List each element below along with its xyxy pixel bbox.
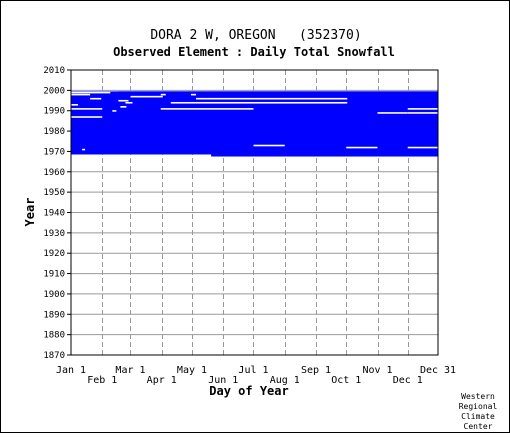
missing-data-segment (90, 97, 102, 100)
y-tick-label: 1890 (43, 310, 65, 320)
y-tick-label: 1930 (43, 229, 65, 239)
missing-data-segment (407, 108, 438, 110)
missing-data-segment (71, 91, 111, 94)
y-tick-label: 1970 (43, 147, 65, 157)
x-tick-label: Oct 1 (331, 375, 361, 386)
y-axis-label: Year (23, 198, 37, 227)
x-tick-label: Apr 1 (147, 375, 177, 386)
missing-data-segment (71, 116, 103, 118)
credit-line-1: Western (461, 392, 495, 401)
missing-data-segment (120, 106, 127, 108)
y-tick-label: 1980 (43, 127, 65, 137)
chart-subtitle: Observed Element : Daily Total Snowfall (113, 45, 395, 59)
missing-data-segment (160, 108, 254, 110)
missing-data-segment (346, 146, 378, 149)
y-tick-label: 2010 (43, 66, 65, 76)
x-tick-label: Jun 1 (208, 375, 238, 386)
credit-line-2: Regional (459, 402, 498, 411)
credit-line-4: Center (464, 422, 493, 431)
missing-data-segment (407, 112, 438, 114)
y-tick-label: 1950 (43, 188, 65, 198)
x-tick-label: May 1 (177, 365, 207, 376)
x-tick-label: Aug 1 (270, 375, 300, 386)
y-tick-label: 1910 (43, 270, 65, 280)
x-tick-label: Nov 1 (362, 365, 392, 376)
x-tick-label: Dec 31 (420, 365, 456, 376)
x-tick-label: Jul 1 (238, 365, 268, 376)
y-tick-label: 1920 (43, 249, 65, 259)
x-tick-label: Mar 1 (115, 365, 145, 376)
y-tick-label: 1870 (43, 351, 65, 361)
credit-line-3: Climate (461, 412, 495, 421)
data-coverage (71, 91, 438, 157)
missing-data-segment (112, 110, 117, 112)
missing-data-segment (253, 144, 285, 147)
missing-data-segment (130, 95, 163, 98)
missing-data-segment (196, 97, 348, 100)
y-tick-label: 1900 (43, 290, 65, 300)
y-tick-label: 1940 (43, 209, 65, 219)
y-tick-label: 1960 (43, 168, 65, 178)
missing-data-segment (125, 101, 133, 104)
missing-data-segment (71, 103, 79, 106)
missing-data-segment (71, 93, 91, 96)
missing-data-segment (377, 112, 408, 114)
y-tick-label: 1990 (43, 107, 65, 117)
missing-data-segment (160, 93, 166, 96)
missing-data-segment (170, 101, 348, 104)
y-tick-label: 1880 (43, 331, 65, 341)
data-block (71, 91, 438, 155)
data-partial-year (114, 93, 438, 96)
x-tick-label: Jan 1 (56, 365, 86, 376)
missing-data-segment (82, 148, 86, 151)
credit-block: Western Regional Climate Center (459, 392, 498, 431)
x-tick-label: Dec 1 (393, 375, 423, 386)
missing-data-segment (118, 99, 129, 102)
missing-data-segment (190, 93, 197, 96)
x-tick-label: Feb 1 (87, 375, 117, 386)
x-tick-labels: Jan 1 Mar 1 May 1 Jul 1 Sep 1 Nov 1 Dec 31 Feb … (56, 365, 456, 386)
data-partial-year (211, 154, 438, 157)
x-tick-label: Sep 1 (301, 365, 331, 376)
chart-title: DORA 2 W, OREGON (352370) (150, 28, 361, 43)
missing-data-segment (407, 146, 438, 149)
x-axis-label: Day of Year (209, 384, 288, 398)
y-tick-label: 2000 (43, 86, 65, 96)
data-partial-year (118, 91, 438, 94)
missing-data-segment (71, 108, 103, 110)
y-tick-labels: 1870 1880 1890 1900 1910 1920 1930 1940 1950 1960… (43, 66, 71, 361)
